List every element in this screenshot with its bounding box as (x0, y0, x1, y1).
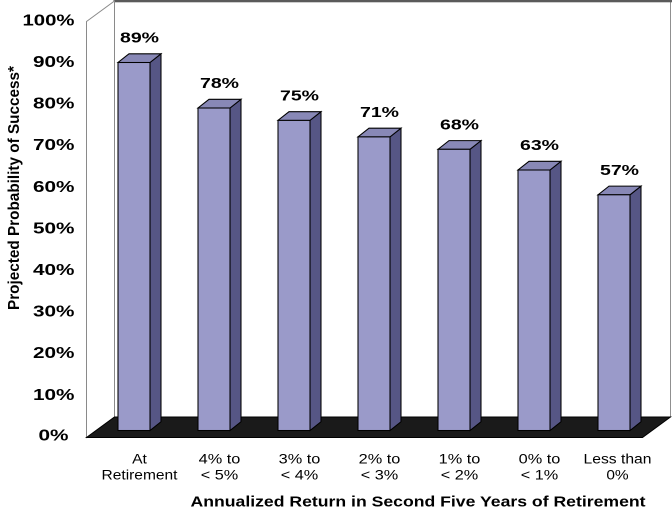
svg-text:Projected Probability of Succe: Projected Probability of Success* (6, 65, 23, 310)
svg-text:10%: 10% (33, 387, 75, 404)
svg-text:20%: 20% (33, 345, 75, 362)
svg-text:78%: 78% (200, 75, 239, 92)
svg-text:80%: 80% (33, 96, 75, 113)
svg-text:70%: 70% (33, 137, 75, 154)
svg-text:60%: 60% (33, 179, 75, 196)
svg-text:4% to: 4% to (199, 451, 241, 466)
svg-text:40%: 40% (33, 262, 75, 279)
svg-text:< 5%: < 5% (201, 467, 239, 482)
svg-text:Retirement: Retirement (102, 467, 178, 482)
svg-text:57%: 57% (600, 162, 639, 179)
svg-text:63%: 63% (520, 137, 559, 154)
svg-text:89%: 89% (120, 30, 159, 47)
svg-text:< 1%: < 1% (521, 467, 559, 482)
svg-text:< 4%: < 4% (281, 467, 319, 482)
svg-text:100%: 100% (23, 12, 75, 29)
svg-text:< 3%: < 3% (361, 467, 399, 482)
svg-text:68%: 68% (440, 117, 479, 134)
svg-text:30%: 30% (33, 304, 75, 321)
svg-text:3% to: 3% to (279, 451, 321, 466)
svg-text:0% to: 0% to (519, 451, 561, 466)
svg-text:1% to: 1% to (439, 451, 481, 466)
svg-text:0%: 0% (606, 467, 628, 482)
svg-text:Less than: Less than (584, 451, 652, 466)
svg-text:0%: 0% (39, 428, 69, 445)
svg-text:< 2%: < 2% (441, 467, 479, 482)
svg-text:75%: 75% (280, 88, 319, 105)
svg-text:90%: 90% (33, 54, 75, 71)
svg-text:2% to: 2% to (359, 451, 401, 466)
svg-text:50%: 50% (33, 220, 75, 237)
svg-text:At: At (132, 451, 147, 466)
svg-text:71%: 71% (360, 104, 399, 121)
svg-text:Annualized Return in Second Fi: Annualized Return in Second Five Years o… (191, 494, 646, 511)
